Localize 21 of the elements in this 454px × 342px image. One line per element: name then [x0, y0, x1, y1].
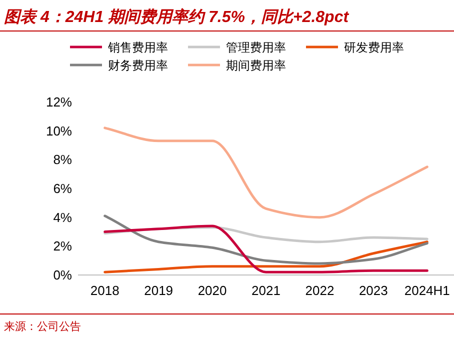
- x-tick-label: 2019: [144, 283, 174, 298]
- chart-title: 图表 4：24H1 期间费用率约 7.5%，同比+2.8pct: [4, 7, 350, 26]
- x-tick-label: 2024H1: [404, 283, 450, 298]
- x-tick-label: 2023: [358, 283, 388, 298]
- x-tick-label: 2021: [252, 283, 280, 298]
- y-tick-label: 2%: [53, 238, 72, 254]
- legend-label: 期间费用率: [226, 58, 286, 72]
- y-tick-label: 10%: [46, 123, 72, 138]
- legend-label: 管理费用率: [226, 40, 286, 54]
- y-tick-label: 8%: [53, 152, 72, 168]
- y-tick-label: 12%: [46, 94, 72, 110]
- x-tick-label: 2020: [198, 283, 227, 298]
- y-tick-label: 0%: [53, 268, 72, 282]
- legend-label: 研发费用率: [344, 40, 404, 54]
- x-tick-label: 2022: [305, 283, 334, 298]
- legend-label: 财务费用率: [108, 58, 168, 72]
- x-tick-label: 2018: [90, 283, 120, 298]
- y-tick-label: 6%: [53, 181, 72, 196]
- y-tick-label: 4%: [53, 210, 72, 225]
- legend-label: 销售费用率: [107, 40, 168, 54]
- source-note: 来源：公司公告: [4, 320, 81, 333]
